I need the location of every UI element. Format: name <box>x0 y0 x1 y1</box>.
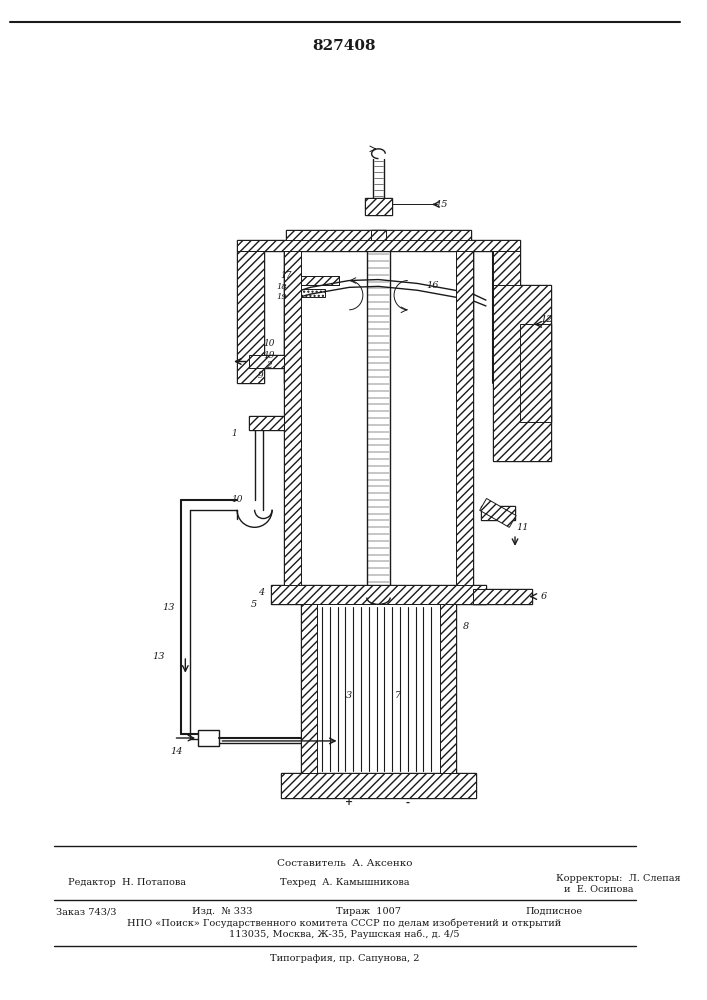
Bar <box>493 285 551 461</box>
Bar <box>481 506 515 520</box>
Bar <box>286 230 471 251</box>
Text: Типография, пр. Сапунова, 2: Типография, пр. Сапунова, 2 <box>269 954 419 963</box>
Text: 9: 9 <box>257 371 263 380</box>
Bar <box>455 251 473 598</box>
Bar <box>301 251 455 598</box>
Bar <box>286 230 471 251</box>
Text: Техред  А. Камышникова: Техред А. Камышникова <box>279 878 409 887</box>
Text: 1: 1 <box>231 429 237 438</box>
Bar <box>493 285 551 461</box>
Bar <box>473 589 532 604</box>
Text: и  Е. Осипова: и Е. Осипова <box>563 885 633 894</box>
Bar <box>284 251 301 598</box>
Bar <box>455 251 473 598</box>
Bar <box>281 773 476 798</box>
Text: 13: 13 <box>163 603 175 612</box>
Text: Корректоры:  Л. Слепая: Корректоры: Л. Слепая <box>556 874 681 883</box>
Text: 4: 4 <box>258 588 264 597</box>
Text: 16: 16 <box>426 281 438 290</box>
Bar <box>281 773 476 798</box>
Bar <box>237 240 520 251</box>
Bar <box>249 416 284 430</box>
Text: Подписное: Подписное <box>525 907 583 916</box>
Bar <box>365 198 392 215</box>
Bar <box>249 355 284 368</box>
Text: 5: 5 <box>250 600 257 609</box>
Bar <box>493 251 520 383</box>
Text: 14: 14 <box>170 747 183 756</box>
Text: 12: 12 <box>540 315 552 324</box>
Bar <box>237 240 520 251</box>
Bar <box>317 604 440 773</box>
Text: НПО «Поиск» Государственного комитета СССР по делам изобретений и открытий: НПО «Поиск» Государственного комитета СС… <box>127 919 561 928</box>
Bar <box>296 289 325 297</box>
Text: 3: 3 <box>346 691 352 700</box>
Text: Изд.  № 333: Изд. № 333 <box>192 907 252 916</box>
Bar <box>481 506 515 520</box>
Text: 10: 10 <box>231 495 243 504</box>
Text: 8: 8 <box>463 622 469 631</box>
Bar <box>493 251 520 383</box>
Text: 2: 2 <box>267 361 272 370</box>
Text: 13: 13 <box>153 652 165 661</box>
Bar <box>271 585 486 604</box>
Bar <box>198 730 219 746</box>
Bar <box>301 604 317 773</box>
Bar <box>291 276 339 285</box>
Bar <box>440 604 455 773</box>
Bar <box>291 276 339 285</box>
Text: 113035, Москва, Ж-35, Раушская наб., д. 4/5: 113035, Москва, Ж-35, Раушская наб., д. … <box>229 929 460 939</box>
Text: 15: 15 <box>436 200 448 209</box>
Text: Тираж  1007: Тираж 1007 <box>337 907 401 916</box>
Text: -: - <box>406 798 410 807</box>
Bar <box>520 324 551 422</box>
Text: 11: 11 <box>517 523 529 532</box>
Text: 10: 10 <box>264 339 275 348</box>
Text: Составитель  А. Аксенко: Составитель А. Аксенко <box>276 859 412 868</box>
Bar <box>249 355 284 368</box>
Bar <box>249 416 284 430</box>
Bar <box>271 585 486 604</box>
Bar <box>520 324 551 422</box>
Text: 18: 18 <box>276 283 287 291</box>
Bar <box>284 251 301 598</box>
Text: Редактор  Н. Потапова: Редактор Н. Потапова <box>68 878 186 887</box>
Bar <box>440 604 455 773</box>
Text: 19: 19 <box>264 351 275 360</box>
Text: 6: 6 <box>541 592 547 601</box>
Text: +: + <box>345 798 354 807</box>
Bar <box>473 589 532 604</box>
Bar <box>370 230 386 251</box>
Text: 17: 17 <box>280 271 291 280</box>
Bar <box>237 251 264 383</box>
Bar <box>370 230 386 251</box>
Bar <box>365 198 392 215</box>
Text: 19: 19 <box>276 293 287 301</box>
Bar <box>237 251 264 383</box>
Text: Заказ 743/3: Заказ 743/3 <box>56 907 116 916</box>
Bar <box>301 604 317 773</box>
Text: 827408: 827408 <box>312 39 376 53</box>
Text: 7: 7 <box>395 691 401 700</box>
Bar <box>479 498 516 527</box>
